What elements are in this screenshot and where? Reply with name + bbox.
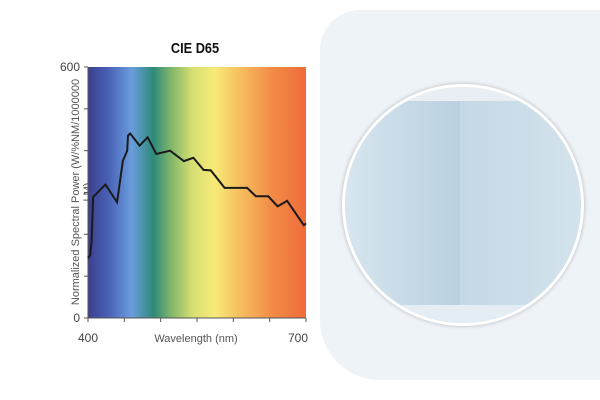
chart-title: CIE D65 <box>170 40 220 57</box>
plot-area <box>88 67 306 318</box>
y-tick-label-600: 600 <box>60 60 80 74</box>
series-line <box>87 132 307 259</box>
x-axis-label: Wavelength (nm) <box>154 333 237 345</box>
x-tick-label-400: 400 <box>78 331 98 345</box>
x-tick-label-700: 700 <box>288 331 308 345</box>
white-room-photo <box>342 84 584 326</box>
y-tick-label-0: 0 <box>73 311 80 325</box>
